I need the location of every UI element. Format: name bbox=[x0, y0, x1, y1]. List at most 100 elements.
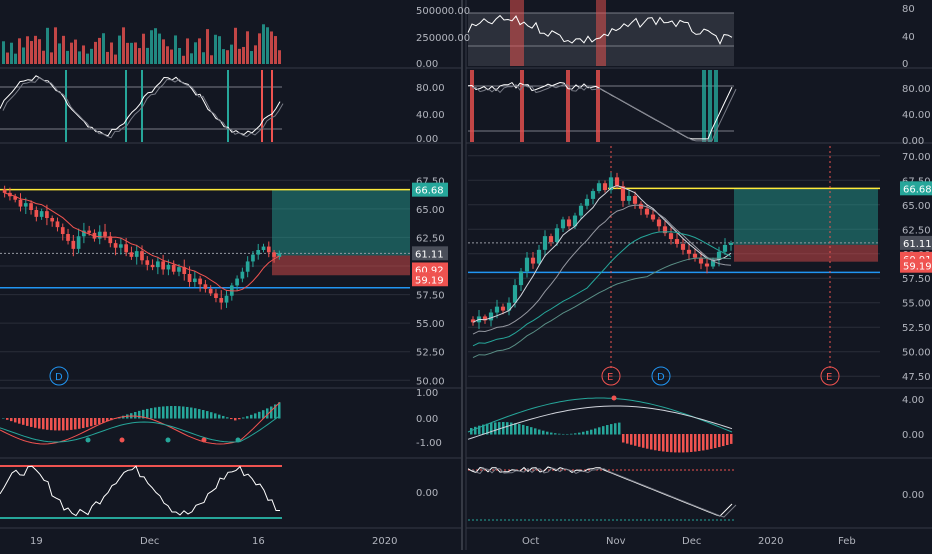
macd-histogram-bar bbox=[266, 408, 269, 419]
macd-axis-label: 1.00 bbox=[416, 388, 438, 399]
volume-bar bbox=[222, 49, 225, 64]
time-axis-label: 19 bbox=[30, 536, 43, 547]
volume-bar bbox=[18, 38, 21, 64]
left-candle-body bbox=[177, 267, 181, 272]
macd-histogram-bar bbox=[210, 412, 213, 419]
macd-histogram-bar bbox=[62, 418, 65, 431]
left-candle-body bbox=[103, 231, 107, 237]
target-price-tag: 66.68 bbox=[415, 186, 444, 197]
left-candle-body bbox=[66, 234, 70, 241]
macd-histogram-bar bbox=[590, 429, 593, 435]
macd-histogram-bar bbox=[598, 427, 601, 435]
stop-price-tag: 59.19 bbox=[903, 262, 932, 273]
rsi-highlight bbox=[510, 0, 524, 66]
stoch-axis-label: 0.00 bbox=[902, 136, 924, 147]
macd-histogram-bar bbox=[574, 433, 577, 435]
macd-histogram-bar bbox=[490, 422, 493, 435]
volume-bar bbox=[66, 50, 69, 64]
left-candle-body bbox=[113, 243, 118, 248]
right-candle-body bbox=[674, 239, 680, 244]
volume-bar bbox=[262, 24, 265, 64]
left-candle-body bbox=[161, 261, 165, 270]
stoch-axis-label: 80.00 bbox=[902, 84, 931, 95]
macd-histogram-bar bbox=[482, 424, 485, 435]
stop-price-tag-bg bbox=[412, 272, 448, 287]
macd-histogram-bar bbox=[66, 418, 69, 431]
stoch-k-line bbox=[0, 75, 281, 137]
macd-histogram-bar bbox=[670, 434, 673, 453]
right-candle-body bbox=[626, 195, 632, 201]
macd-histogram-bar bbox=[10, 418, 13, 422]
volume-bar bbox=[10, 42, 13, 64]
right-ma-line bbox=[472, 257, 732, 359]
left-candle-body bbox=[45, 211, 49, 218]
macd-histogram-bar bbox=[2, 418, 5, 419]
left-candle-body bbox=[29, 203, 33, 210]
time-axis-label: 16 bbox=[252, 536, 265, 547]
macd-histogram-bar bbox=[586, 430, 589, 435]
left-candle-body bbox=[18, 199, 23, 207]
volume-axis-label: 250000.00 bbox=[416, 33, 470, 44]
left-candle-body bbox=[124, 244, 128, 253]
time-axis-label: 2020 bbox=[372, 536, 397, 547]
left-candle-body bbox=[272, 252, 276, 257]
macd-histogram-bar bbox=[38, 418, 41, 429]
rsi-line bbox=[467, 14, 733, 45]
macd-cross-marker bbox=[165, 437, 171, 443]
stoch-d-line bbox=[2, 77, 284, 139]
volume-bar bbox=[214, 34, 217, 64]
macd-histogram-bar bbox=[686, 434, 689, 453]
stoch-axis-label: 80.00 bbox=[416, 83, 445, 94]
target-price-tag-bg bbox=[900, 181, 932, 196]
volume-bar bbox=[86, 53, 89, 64]
dividend-event-label: D bbox=[55, 372, 63, 383]
macd-histogram-bar bbox=[474, 426, 477, 435]
volume-axis-label: 0.00 bbox=[416, 59, 438, 70]
macd-histogram-bar bbox=[86, 418, 89, 428]
macd-histogram-bar bbox=[162, 406, 165, 419]
macd-histogram-bar bbox=[730, 434, 733, 444]
right-candle-body bbox=[638, 203, 644, 209]
macd-histogram-bar bbox=[146, 408, 149, 419]
time-axis-label: Dec bbox=[140, 536, 159, 547]
stoch-signal-marker bbox=[714, 70, 718, 142]
macd-histogram-bar bbox=[510, 422, 513, 435]
macd-histogram-bar bbox=[54, 418, 57, 431]
macd-histogram-bar bbox=[178, 406, 181, 419]
right-candle-body bbox=[596, 183, 602, 192]
profit-zone bbox=[272, 189, 410, 256]
macd-signal-line bbox=[0, 415, 281, 443]
osc-axis-label: 0.00 bbox=[902, 490, 924, 501]
macd-histogram-bar bbox=[110, 418, 113, 421]
macd-histogram-bar bbox=[518, 423, 521, 435]
right-candle-body bbox=[692, 253, 698, 258]
macd-histogram-bar bbox=[514, 423, 517, 435]
osc-axis-label: 0.00 bbox=[416, 488, 438, 499]
macd-histogram-bar bbox=[278, 402, 281, 419]
right-candle-body bbox=[572, 215, 578, 227]
macd-histogram-bar bbox=[222, 415, 225, 419]
macd-histogram-bar bbox=[102, 418, 105, 423]
volume-bar bbox=[102, 33, 105, 64]
volume-bar bbox=[170, 49, 173, 64]
macd-histogram-bar bbox=[22, 418, 25, 425]
osc-line bbox=[0, 465, 280, 517]
dividend-event-icon bbox=[651, 366, 671, 386]
macd-histogram-bar bbox=[194, 408, 197, 419]
volume-bar bbox=[174, 35, 177, 64]
left-candle-body bbox=[277, 253, 282, 257]
left-candle-body bbox=[224, 295, 229, 303]
left-candle-body bbox=[156, 261, 160, 268]
right-candle-body bbox=[482, 316, 488, 321]
left-candle-body bbox=[187, 274, 192, 282]
macd-histogram-bar bbox=[506, 422, 509, 435]
volume-bar bbox=[62, 35, 65, 64]
price-axis-label: 65.00 bbox=[416, 205, 445, 216]
time-axis-label: Nov bbox=[606, 536, 626, 547]
stop-price-tag: 59.19 bbox=[415, 275, 444, 286]
left-candle-body bbox=[240, 271, 245, 279]
osc-signal-line bbox=[471, 467, 737, 518]
macd-histogram-bar bbox=[234, 418, 237, 421]
volume-bar bbox=[134, 42, 137, 64]
